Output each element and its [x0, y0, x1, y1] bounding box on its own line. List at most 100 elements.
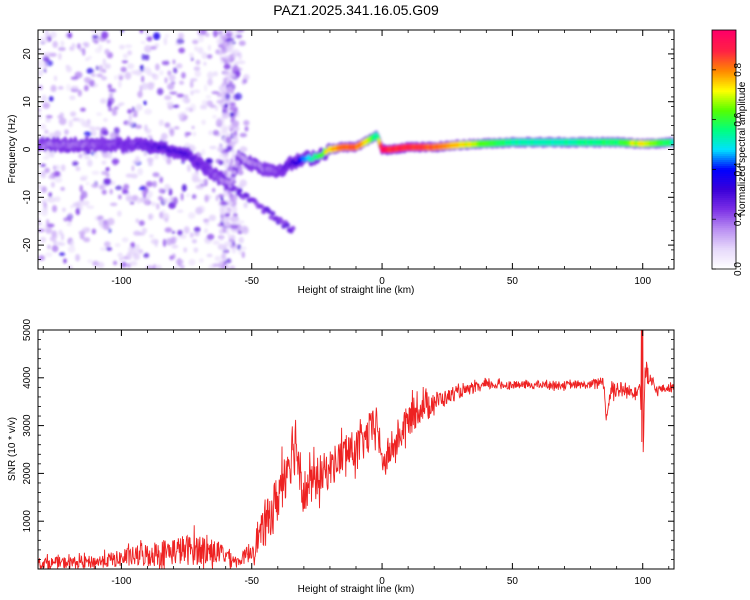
noise-speckle: [146, 190, 153, 198]
colorbar-cell: [712, 235, 736, 238]
noise-speckle: [234, 92, 243, 101]
colorbar-cell: [712, 197, 736, 200]
noise-speckle: [221, 215, 226, 221]
colorbar-cell: [712, 77, 736, 81]
noise-speckle: [167, 83, 175, 90]
noise-speckle: [146, 36, 153, 42]
noise-speckle: [229, 265, 236, 269]
noise-speckle: [127, 246, 134, 254]
noise-speckle: [100, 75, 107, 81]
noise-speckle: [206, 71, 214, 80]
noise-speckle: [38, 211, 41, 215]
noise-speckle: [229, 194, 235, 203]
noise-speckle: [53, 237, 57, 245]
noise-speckle: [231, 241, 236, 247]
noise-speckle: [183, 226, 190, 234]
ridge-core: [295, 160, 300, 166]
noise-speckle: [80, 107, 86, 112]
noise-speckle: [237, 164, 243, 172]
noise-speckle: [237, 230, 243, 235]
colorbar-cell: [712, 127, 736, 131]
noise-speckle: [212, 129, 220, 136]
noise-speckle: [124, 71, 132, 80]
noise-speckle: [126, 120, 134, 127]
noise-speckle: [105, 246, 113, 251]
noise-speckle: [238, 220, 245, 224]
colorbar-cell: [712, 167, 736, 171]
noise-speckle: [222, 126, 229, 130]
snr-series-line: [38, 330, 674, 569]
noise-speckle: [225, 32, 233, 38]
noise-speckle: [211, 91, 220, 95]
colorbar-cell: [712, 263, 736, 266]
colorbar-cell: [712, 253, 736, 256]
noise-speckle: [109, 188, 113, 195]
noise-speckle: [223, 136, 227, 145]
colorbar-cell: [712, 233, 736, 236]
noise-speckle: [143, 252, 150, 258]
noise-speckle: [177, 112, 185, 119]
noise-speckle: [164, 77, 168, 84]
noise-speckle: [133, 230, 141, 236]
noise-speckle: [153, 154, 159, 160]
noise-speckle: [235, 69, 241, 78]
noise-speckle: [43, 61, 48, 70]
spectrogram-y-tick-label: 10: [22, 96, 33, 108]
colorbar-cell: [712, 135, 736, 139]
noise-speckle: [179, 264, 185, 269]
noise-speckle: [194, 45, 198, 52]
noise-speckle: [193, 247, 199, 253]
noise-speckle: [181, 184, 187, 192]
noise-speckle: [42, 102, 50, 109]
noise-speckle: [221, 35, 228, 41]
noise-speckle: [131, 165, 135, 172]
noise-speckle: [54, 130, 62, 138]
colorbar-cell: [712, 155, 736, 159]
colorbar-cell: [712, 181, 736, 184]
colorbar-tick-label: 0.0: [733, 262, 744, 276]
noise-speckle: [93, 40, 99, 45]
colorbar-cell: [712, 185, 736, 188]
noise-speckle: [129, 260, 138, 266]
noise-speckle: [229, 102, 236, 107]
noise-speckle: [183, 247, 188, 253]
noise-speckle: [114, 243, 121, 248]
colorbar-cell: [712, 183, 736, 186]
noise-speckle: [187, 212, 196, 219]
noise-speckle: [181, 72, 186, 79]
noise-speckle: [102, 130, 109, 136]
noise-speckle: [230, 215, 238, 223]
noise-speckle: [58, 46, 66, 52]
noise-speckle: [79, 184, 84, 193]
colorbar-cell: [712, 169, 736, 173]
noise-speckle: [83, 131, 92, 137]
noise-speckle: [197, 46, 204, 54]
colorbar-cell: [712, 75, 736, 79]
colorbar-cell: [712, 145, 736, 149]
noise-speckle: [94, 47, 102, 54]
noise-speckle: [72, 160, 79, 167]
noise-speckle: [209, 145, 217, 150]
noise-speckle: [208, 214, 217, 222]
colorbar-cell: [712, 221, 736, 224]
snr-x-tick-label: -100: [111, 576, 131, 587]
noise-speckle: [170, 236, 177, 245]
noise-speckle: [201, 52, 208, 60]
noise-speckle: [86, 159, 93, 167]
spectrogram-blobs: [38, 30, 674, 269]
ridge-core: [231, 176, 235, 182]
noise-speckle: [173, 266, 178, 269]
noise-speckle: [221, 264, 226, 269]
colorbar-cell: [712, 107, 736, 111]
noise-speckle: [125, 195, 134, 202]
noise-speckle: [195, 184, 201, 189]
colorbar-cell: [712, 49, 736, 53]
noise-speckle: [89, 126, 96, 131]
ridge-core: [228, 183, 232, 189]
colorbar-cell: [712, 81, 736, 85]
noise-speckle: [137, 167, 144, 176]
noise-speckle: [75, 207, 81, 216]
colorbar-cell: [712, 51, 736, 55]
noise-speckle: [132, 112, 138, 118]
noise-speckle: [67, 212, 73, 218]
